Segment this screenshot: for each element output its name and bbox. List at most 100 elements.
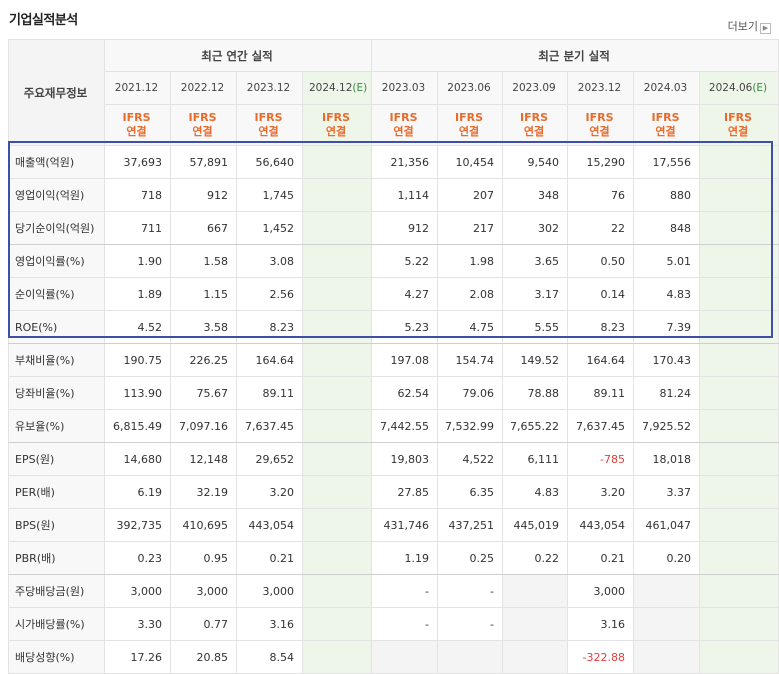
table-cell: 0.25 bbox=[437, 541, 503, 575]
table-cell: 0.20 bbox=[633, 541, 700, 575]
table-row: 매출액(억원) 37,693 57,891 56,640 21,356 10,454 9,5… bbox=[8, 145, 779, 179]
table-cell: - bbox=[371, 607, 438, 641]
table-cell: 4.27 bbox=[371, 277, 438, 311]
table-cell: 348 bbox=[502, 178, 568, 212]
table-cell: 2.08 bbox=[437, 277, 503, 311]
table-cell bbox=[437, 640, 503, 674]
ifrs-label: IFRS bbox=[651, 111, 680, 124]
table-cell bbox=[502, 574, 568, 608]
table-cell bbox=[302, 277, 372, 311]
table-cell: -322.88 bbox=[567, 640, 634, 674]
row-label: PER(배) bbox=[8, 475, 105, 509]
table-cell: 5.22 bbox=[371, 244, 438, 278]
table-row: 영업이익률(%) 1.90 1.58 3.08 5.22 1.98 3.65 0.50 5.01 bbox=[8, 244, 779, 278]
table-cell bbox=[698, 277, 779, 311]
table-cell: 437,251 bbox=[437, 508, 503, 542]
period-header: 2023.12 bbox=[567, 71, 634, 105]
ifrs-label: IFRS bbox=[122, 111, 151, 124]
consolidated-label: 연결 bbox=[655, 125, 676, 138]
section-title: 기업실적분석 bbox=[9, 13, 78, 28]
table-cell: 8.23 bbox=[236, 310, 303, 344]
ifrs-label: IFRS bbox=[724, 111, 753, 124]
table-cell: 164.64 bbox=[236, 343, 303, 377]
table-cell: 848 bbox=[633, 211, 700, 245]
financial-table: 주요재무정보 최근 연간 실적 최근 분기 실적 2021.12 2022.12 2… bbox=[8, 39, 779, 674]
ifrs-label: IFRS bbox=[389, 111, 418, 124]
period-header: 2023.12 bbox=[236, 71, 303, 105]
table-cell: 302 bbox=[502, 211, 568, 245]
table-cell: 1,745 bbox=[236, 178, 303, 212]
period-label: 2024.06 bbox=[708, 82, 753, 94]
table-row: 유보율(%) 6,815.49 7,097.16 7,637.45 7,442.55 7,… bbox=[8, 409, 779, 443]
table-cell: 207 bbox=[437, 178, 503, 212]
accounting-standard: IFRS 연결 bbox=[104, 104, 171, 146]
table-cell: 4.83 bbox=[502, 475, 568, 509]
table-cell bbox=[302, 508, 372, 542]
table-row: 영업이익(억원) 718 912 1,745 1,114 207 348 76 880 bbox=[8, 178, 779, 212]
table-cell bbox=[698, 640, 779, 674]
period-label: 2023.06 bbox=[447, 82, 491, 94]
row-label: ROE(%) bbox=[8, 310, 105, 344]
table-cell: 7.39 bbox=[633, 310, 700, 344]
table-row: 배당성향(%) 17.26 20.85 8.54 -322.88 bbox=[8, 640, 779, 674]
consolidated-label: 연결 bbox=[458, 125, 480, 138]
table-row: 순이익률(%) 1.89 1.15 2.56 4.27 2.08 3.17 0.14 4.83 bbox=[8, 277, 779, 311]
period-header: 2023.09 bbox=[502, 71, 568, 105]
table-cell: 3,000 bbox=[236, 574, 303, 608]
table-cell: 711 bbox=[104, 211, 171, 245]
accounting-standard: IFRS 연결 bbox=[633, 104, 700, 146]
table-cell bbox=[698, 442, 779, 476]
table-row: PBR(배) 0.23 0.95 0.21 1.19 0.25 0.22 0.21 0.20 bbox=[8, 541, 779, 575]
table-cell bbox=[698, 376, 779, 410]
annual-group-header: 최근 연간 실적 bbox=[104, 39, 372, 72]
table-cell: 912 bbox=[170, 178, 237, 212]
table-cell: 6,815.49 bbox=[104, 409, 171, 443]
table-cell: -785 bbox=[567, 442, 634, 476]
more-label: 더보기 bbox=[727, 20, 758, 33]
ifrs-label: IFRS bbox=[254, 111, 283, 124]
table-cell bbox=[302, 376, 372, 410]
period-label: 2021.12 bbox=[114, 82, 159, 94]
table-row: 당기순이익(억원) 711 667 1,452 912 217 302 22 848 bbox=[8, 211, 779, 245]
row-label: 순이익률(%) bbox=[8, 277, 105, 311]
table-cell: 6.35 bbox=[437, 475, 503, 509]
consolidated-label: 연결 bbox=[589, 125, 610, 138]
accounting-standard: IFRS 연결 bbox=[302, 104, 372, 146]
table-cell: 718 bbox=[104, 178, 171, 212]
table-cell: 89.11 bbox=[236, 376, 303, 410]
table-cell: 0.77 bbox=[170, 607, 237, 641]
table-cell: 0.23 bbox=[104, 541, 171, 575]
table-cell: 10,454 bbox=[437, 145, 503, 179]
table-cell: 7,925.52 bbox=[633, 409, 700, 443]
accounting-standard: IFRS 연결 bbox=[437, 104, 503, 146]
table-cell: 0.95 bbox=[170, 541, 237, 575]
period-label: 2023.09 bbox=[512, 82, 556, 94]
table-cell bbox=[698, 541, 779, 575]
table-cell: 445,019 bbox=[502, 508, 568, 542]
table-cell bbox=[698, 178, 779, 212]
table-cell: 3.65 bbox=[502, 244, 568, 278]
table-cell: 3,000 bbox=[567, 574, 634, 608]
row-label: PBR(배) bbox=[8, 541, 105, 575]
row-label: 시가배당률(%) bbox=[8, 607, 105, 641]
table-cell: 21,356 bbox=[371, 145, 438, 179]
table-cell: - bbox=[437, 607, 503, 641]
ifrs-label: IFRS bbox=[188, 111, 217, 124]
row-label: 영업이익(억원) bbox=[8, 178, 105, 212]
row-label: 당기순이익(억원) bbox=[8, 211, 105, 245]
table-row: 당좌비율(%) 113.90 75.67 89.11 62.54 79.06 78.88 89… bbox=[8, 376, 779, 410]
more-link[interactable]: 더보기 ▶ bbox=[728, 18, 771, 34]
table-cell: 3.58 bbox=[170, 310, 237, 344]
period-header: 2023.03 bbox=[371, 71, 438, 105]
table-cell: 12,148 bbox=[170, 442, 237, 476]
table-cell: 78.88 bbox=[502, 376, 568, 410]
table-cell: 3.16 bbox=[567, 607, 634, 641]
table-cell bbox=[302, 343, 372, 377]
ifrs-label: IFRS bbox=[585, 111, 614, 124]
table-cell: 81.24 bbox=[633, 376, 700, 410]
table-cell bbox=[698, 145, 779, 179]
row-label: 영업이익률(%) bbox=[8, 244, 105, 278]
consolidated-label: 연결 bbox=[126, 125, 147, 138]
table-cell: 75.67 bbox=[170, 376, 237, 410]
period-label: 2023.12 bbox=[246, 82, 291, 94]
